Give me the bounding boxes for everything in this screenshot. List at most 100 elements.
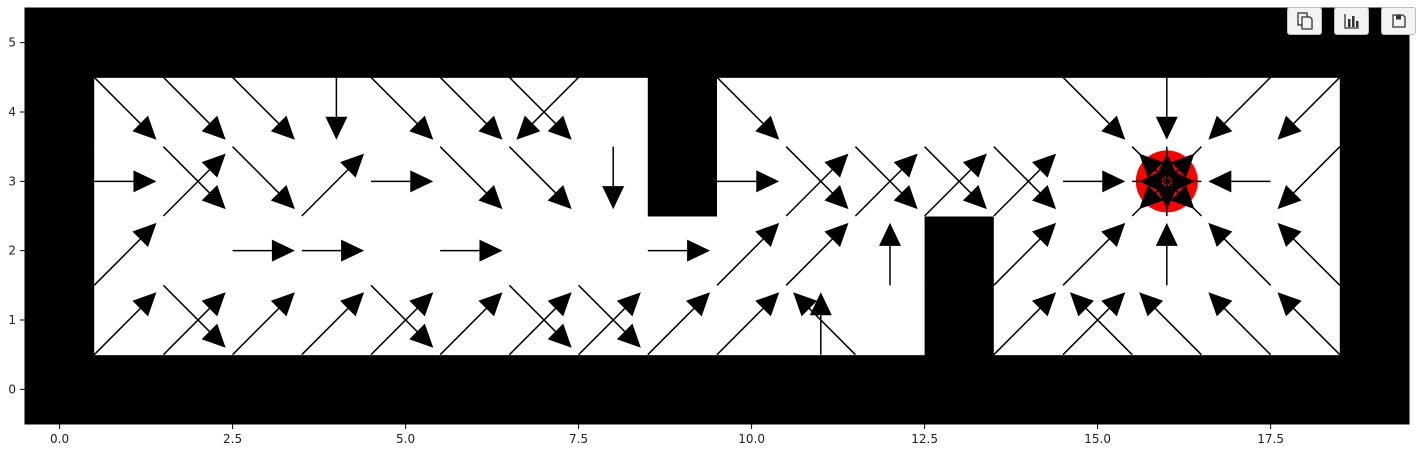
arrow-se xyxy=(508,284,572,348)
wall-cell xyxy=(25,285,95,356)
arrow-se xyxy=(162,76,226,140)
arrow-se xyxy=(716,76,780,140)
arrow-ne xyxy=(716,222,780,286)
wall-cell xyxy=(1339,146,1409,217)
arrow-ne xyxy=(993,153,1057,217)
x-tick-label: 2.5 xyxy=(223,432,242,446)
y-tick-label: 5 xyxy=(8,36,16,50)
arrow-ne xyxy=(716,292,780,356)
y-tick-label: 4 xyxy=(8,105,16,119)
wall-cell xyxy=(1339,216,1409,286)
arrow-sw xyxy=(1139,146,1202,210)
wall-cell xyxy=(786,354,856,424)
x-tick-label: 7.5 xyxy=(569,432,588,446)
chart-button[interactable] xyxy=(1334,7,1369,35)
wall-cell xyxy=(855,354,926,424)
save-button[interactable] xyxy=(1381,7,1416,35)
arrow-sw xyxy=(1208,76,1272,140)
wall-cell xyxy=(1339,285,1409,356)
arrow-ne xyxy=(785,153,849,217)
y-tick-label: 3 xyxy=(8,174,16,188)
wall-cell xyxy=(717,8,787,78)
arrow-se xyxy=(854,146,918,210)
wall-cell xyxy=(509,354,580,424)
free-cell xyxy=(371,216,441,286)
wall-cell xyxy=(924,216,995,286)
arrow-w xyxy=(1208,170,1271,193)
wall-cell xyxy=(25,146,95,217)
arrow-ne xyxy=(1062,222,1126,286)
arrow-se xyxy=(232,146,295,210)
arrow-nw xyxy=(1277,222,1341,286)
wall-cell xyxy=(647,354,718,424)
wall-cell xyxy=(25,354,95,424)
arrow-sw xyxy=(516,76,580,140)
arrow-sw xyxy=(1277,76,1341,140)
arrow-ne xyxy=(924,153,987,217)
wall-cell xyxy=(924,354,995,424)
arrow-se xyxy=(162,284,226,348)
free-cell xyxy=(163,216,234,286)
free-cell xyxy=(578,216,649,286)
wall-cell xyxy=(163,8,234,78)
arrow-se xyxy=(162,146,226,210)
wall-cell xyxy=(94,354,164,424)
arrow-e xyxy=(1063,170,1126,193)
copy-button[interactable] xyxy=(1287,7,1322,35)
arrow-nw xyxy=(1277,292,1341,356)
arrow-s xyxy=(1155,77,1178,140)
y-axis: 0 1 2 3 4 5 xyxy=(8,36,25,396)
arrow-e xyxy=(232,239,295,262)
wall-cell xyxy=(1132,354,1202,424)
wall-cell xyxy=(232,354,303,424)
arrow-ne xyxy=(232,292,295,356)
bar-chart-icon xyxy=(1343,14,1359,29)
x-tick-label: 17.5 xyxy=(1257,432,1284,446)
arrow-nw xyxy=(1208,222,1272,286)
wall-cell xyxy=(1339,77,1409,148)
arrow-nw xyxy=(1208,292,1272,356)
arrow-n xyxy=(809,292,832,355)
free-cell xyxy=(855,285,926,356)
arrow-se xyxy=(439,76,503,140)
wall-cell xyxy=(301,354,372,424)
arrow-se xyxy=(1062,76,1126,140)
arrow-e xyxy=(647,239,711,262)
arrow-w xyxy=(1139,170,1202,193)
wall-cell xyxy=(993,8,1064,78)
arrow-se xyxy=(924,146,987,210)
arrow-nw xyxy=(1069,292,1133,356)
arrow-ne xyxy=(578,292,641,356)
arrow-se xyxy=(785,146,849,210)
arrow-se xyxy=(578,284,641,348)
y-tick-label: 1 xyxy=(8,313,16,327)
free-cell xyxy=(924,77,995,148)
free-cell xyxy=(993,77,1064,148)
wall-cell xyxy=(786,8,856,78)
grid-cells xyxy=(25,8,1409,424)
arrow-ne xyxy=(301,292,365,356)
free-cell xyxy=(509,216,580,286)
y-tick-label: 2 xyxy=(8,244,16,258)
wall-cell xyxy=(1063,354,1133,424)
x-tick-label: 15.0 xyxy=(1084,432,1111,446)
free-cell xyxy=(578,77,649,148)
arrow-se xyxy=(370,76,434,140)
wall-cell xyxy=(993,354,1064,424)
arrow-ne xyxy=(370,292,434,356)
wall-cell xyxy=(578,354,649,424)
arrow-ne xyxy=(993,292,1057,356)
wall-cell xyxy=(371,354,441,424)
arrow-e xyxy=(717,170,780,193)
wall-cell xyxy=(1201,8,1272,78)
wall-cell xyxy=(647,146,718,217)
wall-cell xyxy=(647,8,718,78)
wall-cell xyxy=(1132,8,1202,78)
wall-cell xyxy=(25,8,95,78)
wall-cell xyxy=(163,354,234,424)
x-tick-label: 5.0 xyxy=(396,432,415,446)
arrow-ne xyxy=(439,292,503,356)
arrow-se xyxy=(508,146,572,210)
arrow-e xyxy=(94,170,157,193)
wall-cell xyxy=(855,8,926,78)
